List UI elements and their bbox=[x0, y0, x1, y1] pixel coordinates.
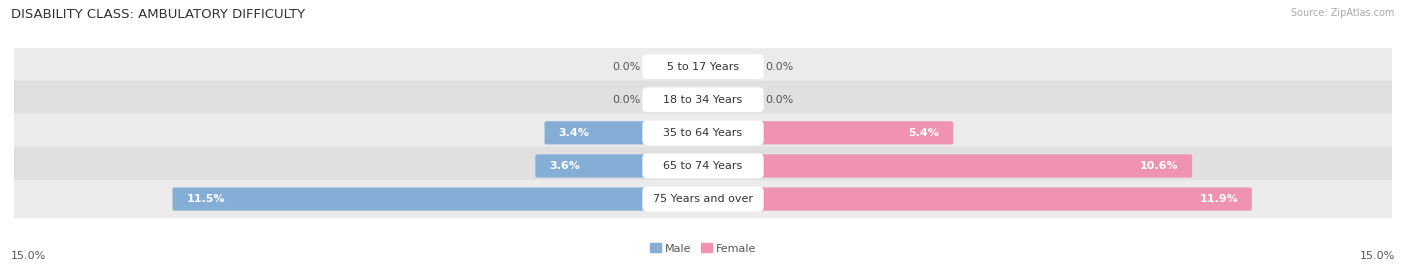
Text: 5.4%: 5.4% bbox=[908, 128, 939, 138]
Text: Source: ZipAtlas.com: Source: ZipAtlas.com bbox=[1291, 8, 1395, 18]
Text: 15.0%: 15.0% bbox=[1360, 251, 1395, 261]
Text: 75 Years and over: 75 Years and over bbox=[652, 194, 754, 204]
Legend: Male, Female: Male, Female bbox=[645, 239, 761, 258]
FancyBboxPatch shape bbox=[700, 121, 953, 144]
FancyBboxPatch shape bbox=[544, 121, 706, 144]
Text: 35 to 64 Years: 35 to 64 Years bbox=[664, 128, 742, 138]
Text: 0.0%: 0.0% bbox=[765, 62, 793, 72]
FancyBboxPatch shape bbox=[536, 154, 706, 178]
FancyBboxPatch shape bbox=[643, 87, 763, 112]
Text: 65 to 74 Years: 65 to 74 Years bbox=[664, 161, 742, 171]
FancyBboxPatch shape bbox=[10, 47, 1396, 86]
FancyBboxPatch shape bbox=[10, 114, 1396, 152]
Text: 18 to 34 Years: 18 to 34 Years bbox=[664, 95, 742, 105]
Text: 11.5%: 11.5% bbox=[186, 194, 225, 204]
Text: 3.6%: 3.6% bbox=[550, 161, 581, 171]
Text: 3.4%: 3.4% bbox=[558, 128, 589, 138]
FancyBboxPatch shape bbox=[643, 187, 763, 211]
Text: 0.0%: 0.0% bbox=[765, 95, 793, 105]
Text: 0.0%: 0.0% bbox=[613, 62, 641, 72]
FancyBboxPatch shape bbox=[10, 80, 1396, 119]
Text: DISABILITY CLASS: AMBULATORY DIFFICULTY: DISABILITY CLASS: AMBULATORY DIFFICULTY bbox=[11, 8, 305, 21]
FancyBboxPatch shape bbox=[643, 121, 763, 145]
Text: 5 to 17 Years: 5 to 17 Years bbox=[666, 62, 740, 72]
Text: 10.6%: 10.6% bbox=[1140, 161, 1178, 171]
FancyBboxPatch shape bbox=[643, 154, 763, 178]
Text: 15.0%: 15.0% bbox=[11, 251, 46, 261]
FancyBboxPatch shape bbox=[700, 187, 1251, 211]
Text: 11.9%: 11.9% bbox=[1199, 194, 1239, 204]
FancyBboxPatch shape bbox=[643, 54, 763, 79]
FancyBboxPatch shape bbox=[173, 187, 706, 211]
Text: 0.0%: 0.0% bbox=[613, 95, 641, 105]
FancyBboxPatch shape bbox=[10, 180, 1396, 218]
FancyBboxPatch shape bbox=[700, 154, 1192, 178]
FancyBboxPatch shape bbox=[10, 147, 1396, 185]
